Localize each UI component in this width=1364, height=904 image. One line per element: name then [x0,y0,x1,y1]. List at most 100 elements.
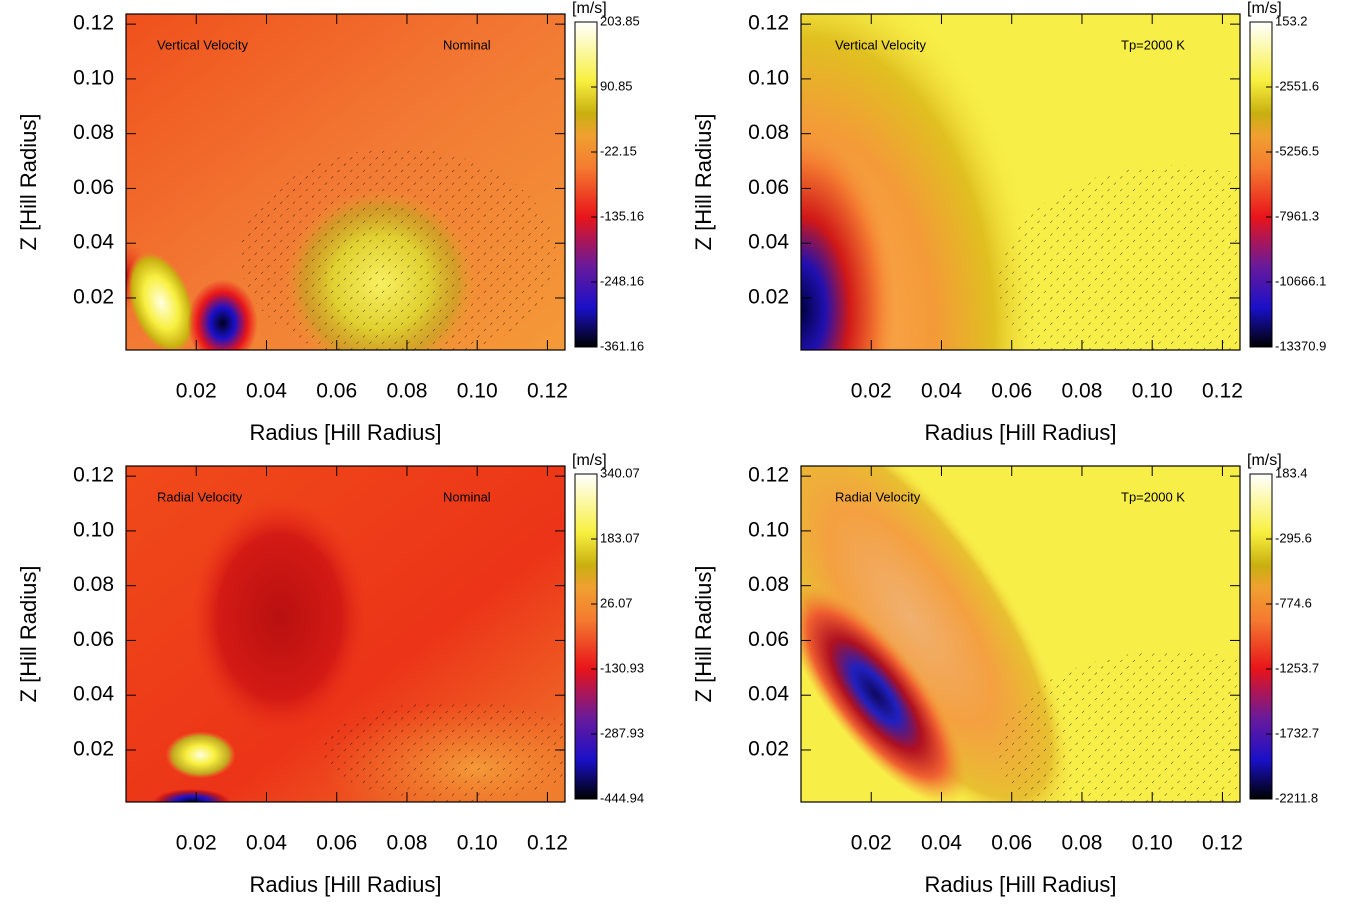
x-axis-label: Radius [Hill Radius] [250,420,442,445]
panel: Vertical Velocity Nominal 0.02 0.04 0.06 0.08… [16,0,644,445]
colorbar-label: [m/s] [1247,0,1282,17]
y-tick-label: 0.12 [73,12,114,35]
colorbar-tick-label: -130.93 [600,660,644,675]
y-tick-label: 0.08 [748,121,789,144]
y-tick-label: 0.10 [73,66,114,89]
hatching [998,650,1240,802]
colorbar-tick-label: 90.85 [600,78,633,93]
y-tick-label: 0.06 [73,176,114,199]
x-tick-label: 0.06 [316,832,357,855]
y-tick-label: 0.02 [73,286,114,309]
x-tick-label: 0.08 [1062,832,1103,855]
colorbar-tick-label: 26.07 [600,595,633,610]
x-tick-label: 0.06 [316,380,357,403]
panel-annotation: Tp=2000 K [1121,37,1185,52]
y-tick-label: 0.02 [748,738,789,761]
colorbar-tick-label: -295.6 [1275,530,1312,545]
y-axis-label: Z [Hill Radius] [691,566,716,703]
plot-frame [125,13,566,351]
y-tick-label: 0.06 [73,628,114,651]
heatmap-feature [801,466,1076,802]
x-tick-label: 0.06 [991,380,1032,403]
colorbar-label: [m/s] [1247,452,1282,469]
heatmap [126,14,565,350]
x-tick-label: 0.02 [176,832,217,855]
y-tick-label: 0.04 [748,231,789,254]
heatmap-feature [187,279,258,350]
x-tick-label: 0.04 [246,380,287,403]
heatmap-feature [165,731,236,779]
y-tick-label: 0.08 [73,121,114,144]
x-tick-label: 0.12 [527,380,568,403]
x-tick-label: 0.08 [1062,380,1103,403]
plot-frame [125,465,566,803]
x-tick-label: 0.10 [1132,832,1173,855]
y-tick-label: 0.04 [73,231,114,254]
colorbar-tick-label: 153.2 [1275,13,1308,28]
y-tick-label: 0.06 [748,628,789,651]
panel-annotation: Nominal [443,37,491,52]
colorbar-tick-label: 183.07 [600,530,640,545]
x-tick-label: 0.12 [1202,832,1243,855]
colorbar-tick-label: -361.16 [600,338,644,353]
heatmap-feature [152,788,232,802]
heatmap-feature [801,584,967,802]
panel-title: Vertical Velocity [157,37,249,52]
colorbar-tick-label: -22.15 [600,143,637,158]
y-tick-label: 0.12 [748,464,789,487]
colorbar-tick-label: -1253.7 [1275,660,1319,675]
x-tick-label: 0.04 [921,832,962,855]
colorbar [574,21,598,348]
heatmap-feature [126,251,196,350]
panel-annotation: Nominal [443,489,491,504]
panel-title: Radial Velocity [157,489,243,504]
panel: Radial Velocity Nominal 0.02 0.04 0.06 0.08 0.… [16,452,644,897]
y-tick-label: 0.12 [73,464,114,487]
y-tick-label: 0.04 [73,683,114,706]
x-tick-label: 0.10 [1132,380,1173,403]
panel: Vertical Velocity Tp=2000 K 0.02 0.04 0.06 0.… [691,0,1327,445]
y-tick-label: 0.04 [748,683,789,706]
y-tick-label: 0.10 [748,518,789,541]
colorbar-tick-label: -2211.8 [1275,790,1318,805]
x-axis-label: Radius [Hill Radius] [925,872,1117,897]
plot-frame [800,13,1241,351]
colorbar-tick-label: -5256.5 [1275,143,1319,158]
x-tick-label: 0.08 [387,832,428,855]
colorbar [1249,21,1273,348]
y-axis-label: Z [Hill Radius] [16,566,41,703]
heatmap-feature [801,124,898,350]
hatching [998,165,1240,350]
x-axis-label: Radius [Hill Radius] [925,420,1117,445]
hatching [240,148,557,350]
heatmap-feature [191,499,368,735]
colorbar-tick-label: -444.94 [600,790,644,805]
colorbar-tick-label: -2551.6 [1275,78,1319,93]
heatmap [126,466,565,802]
colorbar-tick-label: 203.85 [600,13,640,28]
x-tick-label: 0.02 [851,832,892,855]
y-axis-label: Z [Hill Radius] [691,114,716,251]
colorbar-tick-label: -774.6 [1275,595,1312,610]
y-tick-label: 0.12 [748,12,789,35]
y-tick-label: 0.10 [73,518,114,541]
colorbar [574,473,598,800]
plot-frame [800,465,1241,803]
x-tick-label: 0.08 [387,380,428,403]
heatmap [801,14,1240,350]
colorbar-tick-label: -248.16 [600,273,644,288]
colorbar-tick-label: -1732.7 [1275,725,1319,740]
x-tick-label: 0.10 [457,380,498,403]
x-tick-label: 0.12 [1202,380,1243,403]
x-tick-label: 0.04 [246,832,287,855]
colorbar-label: [m/s] [572,0,607,17]
y-axis-label: Z [Hill Radius] [16,114,41,251]
y-tick-label: 0.02 [748,286,789,309]
colorbar-tick-label: -135.16 [600,208,644,223]
panel-title: Vertical Velocity [835,37,927,52]
panel-title: Radial Velocity [835,489,921,504]
colorbar-tick-label: -10666.1 [1275,273,1326,288]
colorbar-tick-label: -13370.9 [1275,338,1326,353]
panel: Radial Velocity Tp=2000 K 0.02 0.04 0.06 0.08… [691,452,1319,897]
